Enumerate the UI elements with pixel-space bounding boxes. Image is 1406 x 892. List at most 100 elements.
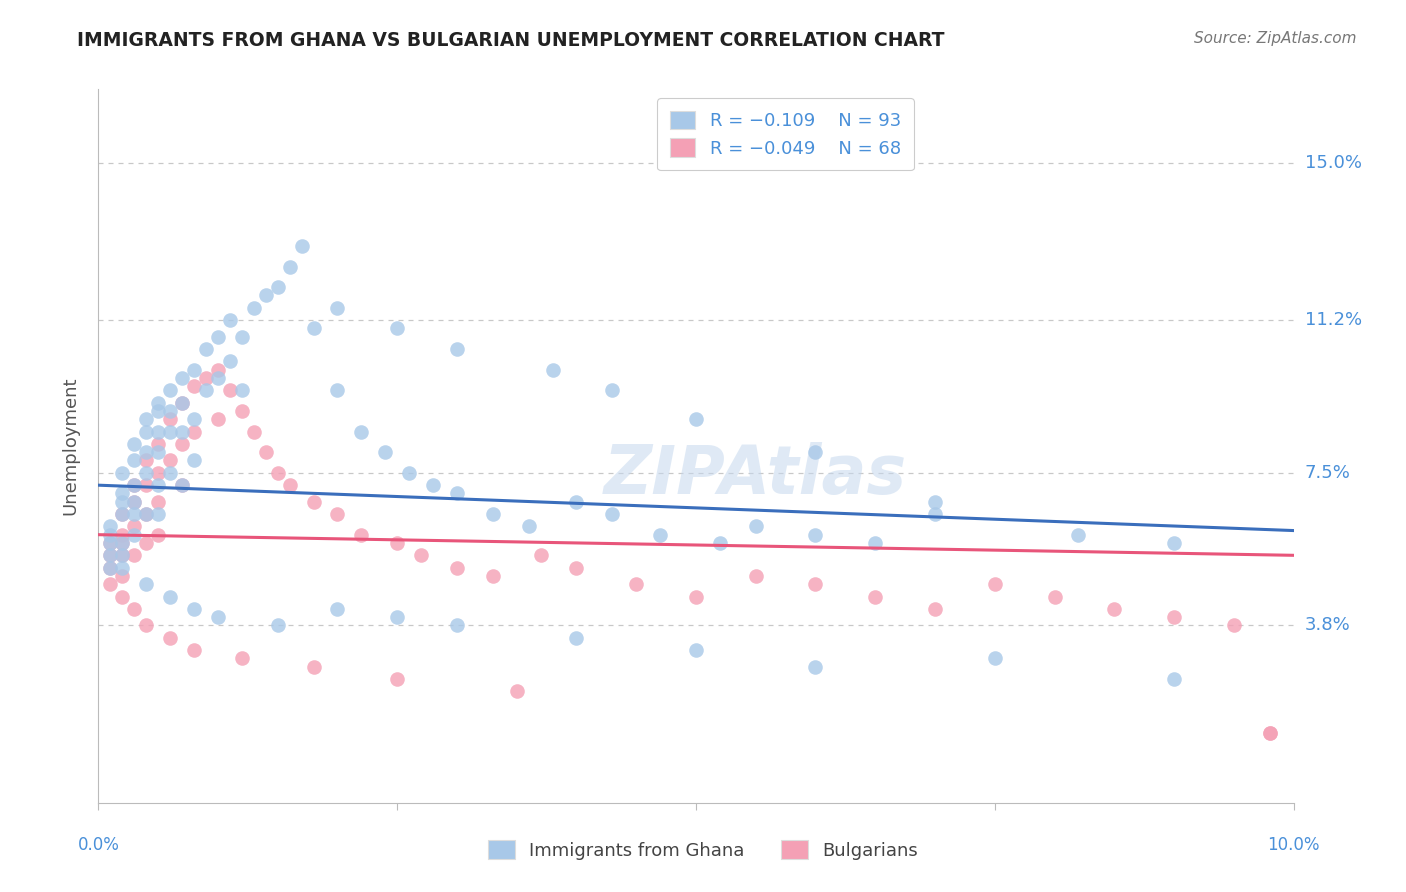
Point — [243, 425, 266, 439]
Point — [148, 445, 170, 459]
Point — [219, 384, 242, 398]
Point — [111, 569, 134, 583]
Point — [1043, 590, 1066, 604]
Point — [278, 478, 301, 492]
Point — [804, 659, 827, 673]
Point — [98, 527, 122, 541]
Point — [124, 453, 146, 467]
Point — [195, 342, 218, 356]
Point — [482, 569, 505, 583]
Point — [172, 478, 194, 492]
Point — [374, 445, 396, 459]
Point — [98, 549, 122, 563]
Point — [159, 425, 181, 439]
Point — [385, 672, 409, 686]
Point — [254, 445, 277, 459]
Point — [326, 507, 349, 521]
Point — [135, 577, 157, 591]
Point — [111, 590, 134, 604]
Point — [267, 280, 290, 294]
Point — [207, 610, 229, 624]
Point — [111, 486, 134, 500]
Point — [219, 313, 242, 327]
Point — [1104, 602, 1126, 616]
Point — [385, 610, 409, 624]
Point — [411, 549, 433, 563]
Point — [278, 260, 301, 274]
Point — [231, 404, 253, 418]
Point — [924, 602, 946, 616]
Point — [385, 321, 409, 335]
Point — [172, 478, 194, 492]
Point — [506, 684, 529, 698]
Point — [1067, 527, 1090, 541]
Point — [183, 362, 205, 376]
Point — [195, 384, 218, 398]
Point — [924, 507, 946, 521]
Point — [159, 453, 181, 467]
Point — [111, 527, 134, 541]
Text: 3.8%: 3.8% — [1305, 616, 1350, 634]
Point — [148, 466, 170, 480]
Point — [302, 659, 325, 673]
Point — [159, 404, 181, 418]
Point — [207, 329, 229, 343]
Point — [98, 560, 122, 574]
Point — [124, 494, 146, 508]
Text: IMMIGRANTS FROM GHANA VS BULGARIAN UNEMPLOYMENT CORRELATION CHART: IMMIGRANTS FROM GHANA VS BULGARIAN UNEMP… — [77, 31, 945, 50]
Point — [231, 329, 253, 343]
Point — [172, 395, 194, 409]
Point — [626, 577, 648, 591]
Text: Source: ZipAtlas.com: Source: ZipAtlas.com — [1194, 31, 1357, 46]
Point — [398, 466, 420, 480]
Point — [207, 412, 229, 426]
Point — [207, 362, 229, 376]
Point — [135, 536, 157, 550]
Point — [530, 549, 553, 563]
Point — [865, 590, 887, 604]
Point — [865, 536, 887, 550]
Point — [98, 577, 122, 591]
Point — [148, 425, 170, 439]
Point — [385, 536, 409, 550]
Point — [111, 549, 134, 563]
Point — [124, 602, 146, 616]
Point — [111, 560, 134, 574]
Point — [254, 288, 277, 302]
Point — [124, 478, 146, 492]
Point — [350, 527, 373, 541]
Point — [541, 362, 564, 376]
Point — [446, 342, 468, 356]
Point — [111, 507, 134, 521]
Point — [148, 507, 170, 521]
Point — [183, 643, 205, 657]
Point — [291, 239, 314, 253]
Point — [302, 494, 325, 508]
Text: 15.0%: 15.0% — [1305, 154, 1361, 172]
Point — [302, 321, 325, 335]
Point — [172, 395, 194, 409]
Point — [172, 371, 194, 385]
Point — [745, 519, 768, 533]
Point — [804, 445, 827, 459]
Point — [135, 425, 157, 439]
Point — [267, 618, 290, 632]
Point — [159, 384, 181, 398]
Point — [326, 301, 349, 315]
Point — [446, 618, 468, 632]
Point — [326, 384, 349, 398]
Point — [172, 425, 194, 439]
Point — [159, 631, 181, 645]
Point — [172, 437, 194, 451]
Text: 7.5%: 7.5% — [1305, 464, 1351, 482]
Point — [602, 507, 624, 521]
Point — [685, 643, 707, 657]
Point — [565, 560, 588, 574]
Point — [231, 651, 253, 665]
Point — [124, 437, 146, 451]
Point — [984, 577, 1007, 591]
Point — [124, 549, 146, 563]
Point — [148, 395, 170, 409]
Point — [124, 507, 146, 521]
Point — [124, 478, 146, 492]
